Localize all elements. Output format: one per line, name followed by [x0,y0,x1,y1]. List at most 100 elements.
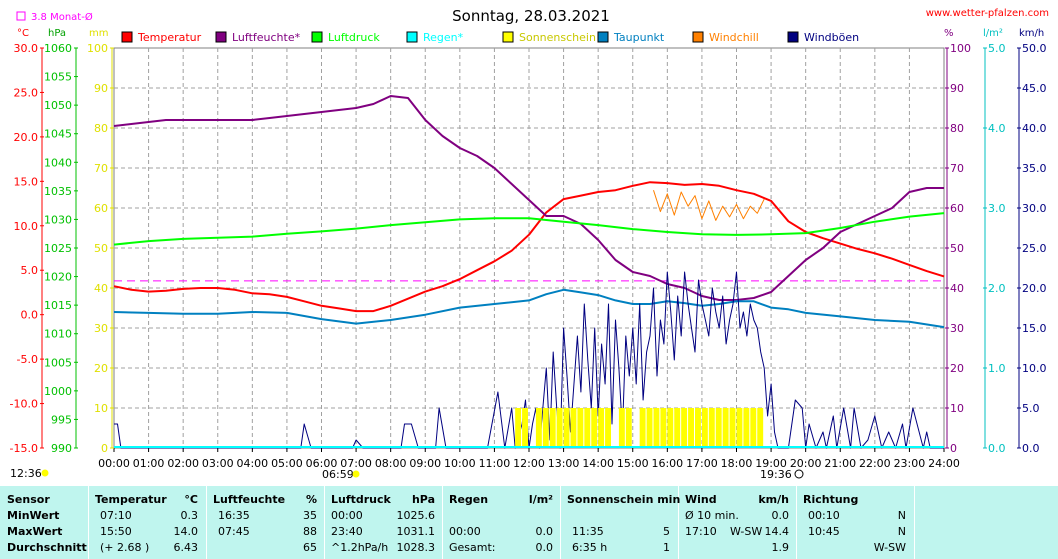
axis-tick-label-humidity_pct: 0 [950,442,957,455]
axis-tick-label-humidity_pct: 50 [950,242,964,255]
axes: 00:00 01:00 02:00 03:00 04:00 05:00 06:00 07:00… [10,42,1047,470]
axis-tick-label-wind_kmh: 5.0 [1022,402,1040,415]
stats-rain-time: Gesamt: [449,541,496,554]
axis-tick-label-wind_kmh: 40.0 [1022,122,1047,135]
stats-temp-val: 0.3 [180,509,199,522]
axis-tick-label-temperature_c: -15.0 [10,442,38,455]
sunrise-icon [352,470,360,478]
series-sonnenschein-bar [522,408,528,448]
axis-tick-label-humidity_pct: 60 [950,202,964,215]
stats-dir-time: 00:10 [808,509,840,522]
stats-wind-time: 17:10 [685,525,717,538]
x-tick-label: 18:00 [721,457,753,470]
x-tick-label: 05:00 [271,457,303,470]
series-sonnenschein-bar [598,408,605,448]
stats-rain-val: 0.0 [535,541,554,554]
x-tick-label: 01:00 [133,457,165,470]
series-luftdruck-line [113,212,945,246]
stats-press-val: 1031.1 [396,525,436,538]
axis-tick-label-pressure_hpa: 1010 [44,328,72,341]
legend-swatch-2 [311,31,323,43]
stats-table: Sensor Temperatur °C Luftfeuchte % Luftd… [0,486,1058,559]
axis-tick-label-humidity_pct: 70 [950,162,964,175]
series-sonnenschein-bar [729,408,736,448]
axis-tick-label-sun_mm: 100 [87,42,108,55]
x-tick-label: 20:00 [790,457,822,470]
stats-dir-val: N [897,525,906,538]
series-windb-en-line [114,271,944,449]
plot-area [113,95,945,449]
axis-tick-label-sun_mm: 50 [94,242,108,255]
stats-wind-dir: W-SW [730,525,763,538]
series-sonnenschein-bar [660,408,667,448]
hdr-hum: Luftfeuchte [213,493,286,506]
series-sonnenschein-bar [701,408,708,448]
series-sonnenschein-bar [695,408,701,448]
stats-dir-time: 10:45 [808,525,840,538]
unit-lm2: l/m² [983,28,1003,39]
stats-hum-time: 16:35 [218,509,250,522]
axis-tick-label-wind_kmh: 30.0 [1022,202,1047,215]
series-sonnenschein-bar [625,408,632,448]
axis-tick-label-pressure_hpa: 1060 [44,42,72,55]
axis-tick-label-humidity_pct: 10 [950,402,964,415]
hdr-sensor: Sensor [7,493,50,506]
series-sonnenschein-bar [563,408,570,448]
stats-hum-val: 65 [303,541,317,554]
axis-tick-label-pressure_hpa: 990 [51,442,72,455]
axis-tick-label-temperature_c: 0.0 [21,309,39,322]
stats-temp-val: 14.0 [173,525,199,538]
stats-sun-time: 11:35 [572,525,604,538]
legend-label-4: Sonnenschein [519,31,596,44]
stats-rain-time: 00:00 [449,525,481,538]
hdr-wind-unit: km/h [758,493,789,506]
hdr-rain: Regen [449,493,489,506]
stats-temp-time: 07:10 [100,509,132,522]
legend-swatch-1 [215,31,227,43]
series-luftfeuchte-line [113,95,944,301]
hdr-press: Luftdruck [331,493,391,506]
x-tick-label: 23:00 [894,457,926,470]
x-tick-label: 10:00 [444,457,476,470]
x-tick-label: 13:00 [548,457,580,470]
axis-tick-label-rain_lm2: 5.0 [988,42,1006,55]
axis-tick-label-sun_mm: 0 [101,442,108,455]
legend: Temperatur Luftfeuchte* Luftdruck Regen* Son… [121,31,859,44]
x-tick-label: 08:00 [375,457,407,470]
series-sonnenschein-bar [549,408,556,448]
axis-tick-label-temperature_c: -5.0 [17,353,38,366]
stats-press-val: 1028.3 [396,541,436,554]
stats-rain-val: 0.0 [535,525,554,538]
series-sonnenschein-bar [542,408,549,448]
axis-tick-label-pressure_hpa: 1055 [44,71,72,84]
legend-label-6: Windchill [709,31,759,44]
stats-temp-time: (+ 2.68 ) [100,541,150,554]
stats-sun-val: 1 [663,541,670,554]
unit-celsius: °C [17,28,29,39]
x-tick-label: 12:00 [513,457,545,470]
legend-swatch-5 [597,31,609,43]
stats-press-time: ^1.2hPa/h [331,541,389,554]
stats-temp-time: 15:50 [100,525,132,538]
axis-tick-label-pressure_hpa: 1025 [44,242,72,255]
unit-percent: % [944,28,954,39]
x-tick-label: 06:00 [306,457,338,470]
series-sonnenschein-bar [736,408,743,448]
legend-label-2: Luftdruck [328,31,380,44]
axis-tick-label-pressure_hpa: 1045 [44,128,72,141]
x-tick-label: 16:00 [651,457,683,470]
x-tick-label: 15:00 [617,457,649,470]
series-sonnenschein-bar [556,408,563,448]
x-tick-label: 24:00 [928,457,960,470]
stats-press-time: 23:40 [331,525,363,538]
x-tick-label: 11:00 [479,457,511,470]
x-tick-label: 14:00 [582,457,614,470]
x-tick-label: 04:00 [236,457,268,470]
unit-kmh: km/h [1019,28,1044,39]
x-tick-label: 09:00 [409,457,441,470]
axis-tick-label-wind_kmh: 25.0 [1022,242,1047,255]
legend-label-7: Windböen [804,31,859,44]
sunrise-time: 06:59 [322,468,354,481]
axis-tick-label-pressure_hpa: 995 [51,413,72,426]
unit-hpa: hPa [48,28,66,39]
